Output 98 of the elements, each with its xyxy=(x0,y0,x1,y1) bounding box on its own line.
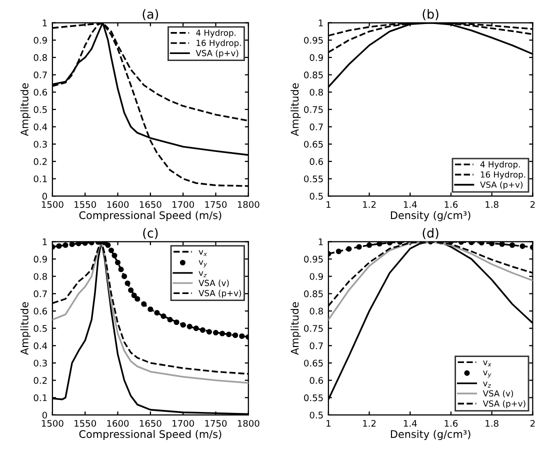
y-tick-label: 0.75 xyxy=(304,325,323,332)
y-tick-label: 0.6 xyxy=(34,88,48,96)
x-tick-label: 1.6 xyxy=(444,201,458,208)
y-tick-label: 0.6 xyxy=(34,308,48,315)
y-tick-label: 1 xyxy=(318,20,323,26)
legend-label: v$_{z}$ xyxy=(198,271,207,278)
y-tick-label: 0.4 xyxy=(34,342,48,350)
x-tick-label: 1600 xyxy=(107,201,129,208)
x-axis-title: Compressional Speed (m/s) xyxy=(79,211,222,222)
y-axis-title: Amplitude xyxy=(290,83,301,136)
y-tick-label: 0.85 xyxy=(304,72,323,78)
x-tick-label: 1.4 xyxy=(404,201,417,208)
x-tick-label: 1.6 xyxy=(444,420,458,427)
y-tick-label: 0.8 xyxy=(34,54,47,62)
legend-label: VSA (p+v) xyxy=(196,50,238,58)
y-tick-label: 0.8 xyxy=(310,88,323,96)
y-tick-label: 0.1 xyxy=(34,394,47,402)
y-tick-label: 0.9 xyxy=(310,273,323,280)
y-tick-label: 0.9 xyxy=(310,54,323,62)
x-tick-label: 1500 xyxy=(42,201,64,208)
y-tick-label: 0.65 xyxy=(304,140,323,148)
x-tick-label: 1 xyxy=(326,420,330,427)
y-tick-label: 0.3 xyxy=(34,140,47,148)
y-tick-label: 0.9 xyxy=(34,36,47,44)
x-axis-title: Compressional Speed (m/s) xyxy=(79,430,222,440)
x-tick-label: 1500 xyxy=(42,420,64,427)
x-tick-label: 1650 xyxy=(140,201,162,208)
x-tick-label: 1600 xyxy=(107,420,129,427)
legend-label: VSA (p+v) xyxy=(482,400,526,408)
legend-label: v$_{z}$ xyxy=(483,382,491,388)
legend-label: 4 Hydrop. xyxy=(480,161,520,170)
y-tick-label: 0.7 xyxy=(310,342,323,350)
y-tick-label: 0.85 xyxy=(304,290,323,298)
x-tick-label: 1800 xyxy=(238,420,260,427)
y-tick-label: 0.5 xyxy=(310,192,323,200)
y-tick-label: 1 xyxy=(318,238,323,246)
legend-label: 16 Hydrop. xyxy=(480,171,526,180)
y-tick-label: 0.6 xyxy=(310,158,324,165)
x-tick-label: 1.4 xyxy=(404,420,417,427)
y-tick-label: 0.55 xyxy=(304,394,323,402)
y-tick-label: 0.4 xyxy=(34,124,48,130)
y-tick-label: 0.5 xyxy=(310,412,323,419)
y-tick-label: 0.95 xyxy=(304,36,323,44)
x-axis-title: Density (g/cm³) xyxy=(390,430,470,440)
legend-label: 4 Hydrop. xyxy=(196,29,236,38)
y-tick-label: 0.6 xyxy=(310,377,324,384)
y-tick-label: 0.65 xyxy=(304,360,323,367)
chart-title: (b) xyxy=(422,9,438,20)
y-tick-label: 0.5 xyxy=(34,325,47,332)
y-tick-label: 0.7 xyxy=(34,72,47,78)
x-tick-label: 1.8 xyxy=(486,420,498,427)
legend-label: v$_{y}$ xyxy=(198,260,208,268)
y-tick-label: 0.8 xyxy=(310,308,323,315)
y-axis-title: Amplitude xyxy=(20,83,30,136)
legend-label: VSA (p+v) xyxy=(198,290,242,298)
x-tick-label: 1750 xyxy=(205,420,227,427)
x-tick-label: 1.8 xyxy=(486,201,498,208)
x-tick-label: 1800 xyxy=(238,201,260,208)
y-tick-label: 0 xyxy=(42,192,47,200)
y-tick-label: 0.2 xyxy=(34,377,47,384)
x-axis-title: Density (g/cm³) xyxy=(390,211,470,222)
legend-label: 16 Hydrop. xyxy=(196,40,241,48)
y-tick-label: 0 xyxy=(42,412,47,419)
y-tick-label: 1 xyxy=(42,20,47,26)
x-tick-label: 1650 xyxy=(140,420,162,427)
y-tick-label: 0.75 xyxy=(304,106,323,113)
legend-label: v$_{y}$ xyxy=(483,370,492,378)
y-tick-label: 0.1 xyxy=(34,175,47,182)
x-tick-label: 1700 xyxy=(172,420,194,427)
y-tick-label: 0.7 xyxy=(34,290,47,298)
legend-label: VSA (v) xyxy=(482,390,514,398)
y-axis-title: Amplitude xyxy=(290,302,301,355)
x-tick-label: 2 xyxy=(530,201,535,208)
y-axis-title: Amplitude xyxy=(20,302,30,355)
legend-label: v$_{x}$ xyxy=(198,250,208,256)
x-tick-label: 1700 xyxy=(172,201,194,208)
y-tick-label: 0.55 xyxy=(304,175,323,182)
y-tick-label: 0.5 xyxy=(34,106,47,113)
x-tick-label: 1.2 xyxy=(363,420,376,427)
legend-label: VSA (v) xyxy=(198,280,229,288)
y-tick-label: 0.8 xyxy=(34,273,47,280)
chart-title: (a) xyxy=(142,9,158,20)
y-tick-label: 0.3 xyxy=(34,360,47,367)
legend-label: VSA (p+v) xyxy=(480,181,522,190)
chart-title: (d) xyxy=(422,228,438,240)
x-tick-label: 1750 xyxy=(205,201,227,208)
x-tick-label: 1 xyxy=(326,201,330,208)
y-tick-label: 0.7 xyxy=(310,124,323,130)
x-tick-label: 1550 xyxy=(74,420,96,427)
y-tick-label: 0.9 xyxy=(34,256,47,263)
legend-label: v$_{x}$ xyxy=(483,360,492,366)
y-tick-label: 1 xyxy=(42,238,47,246)
y-tick-label: 0.2 xyxy=(34,158,47,165)
x-tick-label: 2 xyxy=(530,420,535,427)
y-tick-label: 0.95 xyxy=(304,256,323,263)
x-tick-label: 1550 xyxy=(74,201,96,208)
x-tick-label: 1.2 xyxy=(363,201,376,208)
chart-title: (c) xyxy=(143,228,158,240)
